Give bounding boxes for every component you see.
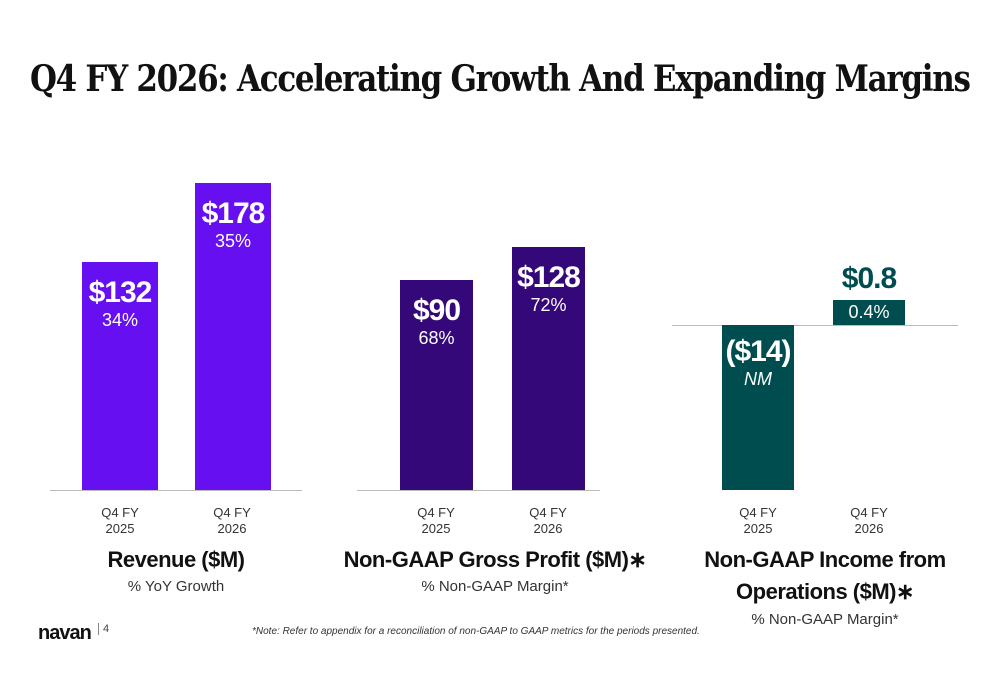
pct-label: 35% bbox=[214, 231, 252, 251]
page-number: 4 bbox=[98, 623, 109, 635]
income-bar-fy2025: ($14) NM bbox=[722, 325, 794, 490]
x-tick-label: Q4 FY 2025 bbox=[417, 505, 455, 536]
chart-title: Non-GAAP Gross Profit ($M)∗ bbox=[343, 547, 647, 572]
data-label: $90 bbox=[412, 294, 461, 327]
x-tick-label: Q4 FY 2025 bbox=[101, 505, 139, 536]
data-label: $132 bbox=[88, 276, 153, 310]
x-tick-label: Q4 FY 2026 bbox=[850, 505, 888, 536]
chart-title: Revenue ($M) bbox=[107, 547, 245, 572]
data-label: $0.8 bbox=[841, 262, 897, 295]
chart-title: Non-GAAP Income from Operations ($M)∗ bbox=[704, 547, 946, 604]
gross-profit-bar-fy2025: $90 68% bbox=[400, 280, 473, 490]
x-tick-label: Q4 FY 2026 bbox=[213, 505, 251, 536]
x-tick-label: Q4 FY 2025 bbox=[739, 505, 777, 536]
page-title: Q4 FY 2026: Accelerating Growth And Expa… bbox=[30, 58, 971, 100]
chart-subtitle: % Non-GAAP Margin* bbox=[421, 578, 569, 595]
income-axis-line bbox=[672, 325, 958, 326]
revenue-bar-fy2025: $132 34% bbox=[82, 262, 158, 490]
data-label: ($14) bbox=[725, 335, 791, 368]
pct-label: 72% bbox=[530, 295, 567, 315]
revenue-bar-fy2026: $178 35% bbox=[195, 183, 271, 490]
pct-label: 34% bbox=[101, 310, 139, 331]
pct-label: 0.4% bbox=[848, 302, 890, 322]
data-label: $178 bbox=[201, 197, 266, 230]
pct-label: 68% bbox=[418, 328, 455, 348]
navan-logo: navan bbox=[38, 622, 92, 644]
data-label: $128 bbox=[517, 261, 581, 294]
gross-profit-axis-line bbox=[357, 490, 600, 491]
income-bar-fy2026: 0.4% bbox=[833, 300, 905, 325]
chart-subtitle: % YoY Growth bbox=[127, 578, 225, 595]
x-tick-label: Q4 FY 2026 bbox=[529, 505, 567, 536]
footnote: *Note: Refer to appendix for a reconcili… bbox=[252, 626, 700, 637]
chart-subtitle: % Non-GAAP Margin* bbox=[751, 611, 899, 628]
gross-profit-bar-fy2026: $128 72% bbox=[512, 247, 585, 490]
pct-label: NM bbox=[744, 369, 772, 389]
revenue-axis-line bbox=[50, 490, 302, 491]
